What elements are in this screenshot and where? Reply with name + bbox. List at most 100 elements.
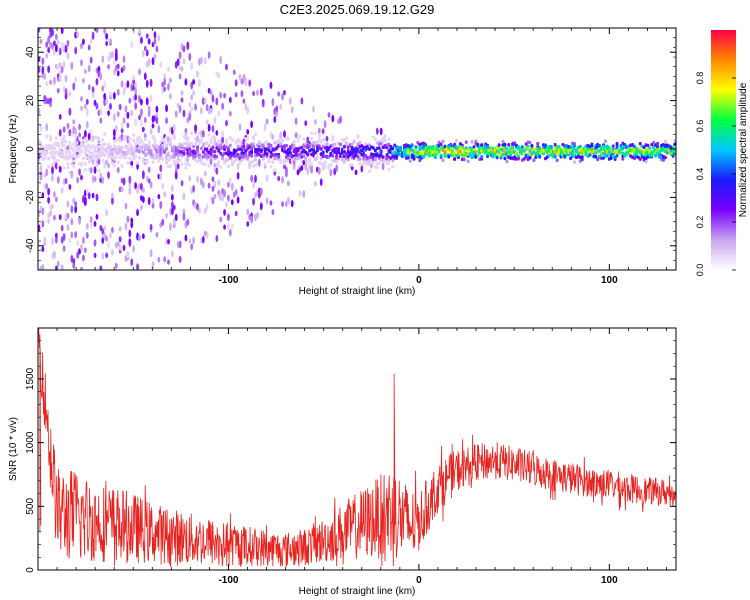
spectrogram-cell	[161, 218, 165, 226]
spectrogram-cell	[201, 97, 205, 105]
spectrogram-cell	[89, 56, 93, 64]
spectrogram-cell	[325, 135, 329, 142]
spectrogram-xtick-label: 100	[601, 275, 618, 286]
spectrogram-cell	[455, 138, 459, 143]
spectrogram-cell	[339, 142, 343, 146]
spectrogram-cell	[306, 168, 310, 176]
spectrogram-cell	[167, 82, 170, 91]
spectrogram-cell	[621, 157, 625, 161]
spectrogram-cell	[66, 52, 70, 60]
spectrogram-cell	[451, 149, 455, 154]
spectrogram-cell	[155, 231, 159, 238]
spectrogram-cell	[80, 161, 83, 166]
spectrogram-cell	[116, 88, 120, 96]
spectrogram-cell	[39, 165, 43, 173]
spectrogram-cell	[72, 165, 76, 169]
spectrogram-cell	[140, 182, 143, 191]
spectrogram-cell	[159, 164, 163, 173]
spectrogram-cell	[64, 139, 68, 144]
spectrogram-cell	[201, 150, 205, 154]
spectrogram-cell	[648, 146, 652, 151]
spectrogram-cell	[53, 76, 56, 85]
spectrogram-cell	[458, 149, 462, 154]
spectrogram-cell	[58, 75, 62, 83]
spectrogram-cell	[167, 153, 170, 157]
spectrogram-cell	[368, 147, 372, 152]
spectrogram-cell	[87, 84, 91, 91]
spectrogram-cell	[290, 106, 294, 114]
spectrogram-cell	[66, 200, 70, 208]
spectrogram-cell	[254, 174, 257, 183]
spectrogram-cell	[126, 122, 130, 129]
spectrogram-cell	[97, 169, 101, 173]
spectrogram-cell	[182, 57, 186, 65]
spectrogram-cell	[80, 96, 83, 102]
spectrogram-cell	[47, 218, 51, 225]
spectrogram-cell	[265, 118, 269, 125]
spectrogram-cell	[101, 176, 105, 184]
spectrogram-cell	[103, 132, 107, 136]
spectrogram-cell	[107, 64, 110, 70]
spectrogram-cell	[221, 156, 225, 161]
spectrogram-cell	[236, 162, 240, 170]
spectrogram-cell	[292, 143, 296, 148]
spectrogram-cell	[83, 129, 87, 138]
spectrogram-cell	[91, 155, 95, 160]
spectrogram-cell	[437, 149, 441, 154]
spectrogram-cell	[140, 119, 143, 128]
spectrogram-cell	[223, 189, 226, 198]
spectrogram-cell	[605, 153, 609, 158]
spectrogram-cell	[126, 80, 130, 88]
spectrogram-cell	[85, 188, 89, 196]
spectrogram-cell	[60, 28, 64, 35]
spectrogram-cell	[41, 246, 45, 252]
spectrogram-cell	[205, 119, 209, 126]
spectrogram-cell	[132, 133, 136, 137]
spectrogram-cell	[184, 165, 188, 170]
spectrogram-cell	[138, 156, 141, 160]
spectrogram-cell	[314, 119, 317, 126]
spectrogram-cell	[505, 159, 509, 164]
spectrogram-cell	[76, 251, 80, 259]
spectrogram-cell	[522, 157, 526, 161]
spectrogram-cell	[190, 81, 194, 90]
spectrogram-cell	[78, 123, 81, 131]
spectrogram-cell	[157, 256, 161, 263]
spectrogram-cell	[58, 62, 62, 69]
spectrogram-cell	[242, 138, 246, 146]
spectrogram-cell	[283, 146, 286, 151]
spectrogram-cell	[60, 150, 64, 155]
spectrogram-cell	[140, 108, 143, 117]
spectrogram-cell	[70, 132, 74, 137]
spectrogram-cell	[209, 89, 213, 96]
spectrogram-cell	[615, 145, 619, 150]
spectrogram-cell	[91, 157, 95, 166]
spectrogram-cell	[201, 181, 205, 189]
spectrogram-cell	[78, 136, 82, 141]
spectrogram-cell	[300, 145, 304, 150]
spectrogram-cell	[615, 154, 619, 158]
spectrogram-cell	[275, 146, 279, 150]
spectrogram-cell	[62, 61, 66, 69]
spectrogram-cell	[387, 167, 391, 172]
spectrogram-cell	[225, 63, 228, 71]
spectrogram-cell	[120, 127, 124, 134]
spectrogram-cell	[134, 154, 138, 159]
spectrogram-cell	[128, 187, 132, 195]
spectrogram-cell	[83, 247, 87, 253]
spectrogram-cell	[74, 201, 78, 207]
spectrogram-cell	[644, 159, 648, 164]
spectrogram-cell	[300, 97, 304, 105]
spectrogram-cell	[381, 155, 385, 160]
spectrogram-cell	[41, 192, 45, 198]
spectrogram-cell	[72, 257, 76, 264]
spectrogram-cell	[486, 154, 489, 159]
spectrogram-cell	[54, 33, 58, 41]
spectrogram-cell	[286, 137, 290, 141]
spectrogram-cell	[66, 162, 70, 166]
spectrogram-cell	[242, 98, 246, 104]
spectrogram-cell	[190, 106, 194, 112]
spectrogram-cell	[236, 196, 240, 204]
spectrogram-cell	[128, 97, 132, 104]
